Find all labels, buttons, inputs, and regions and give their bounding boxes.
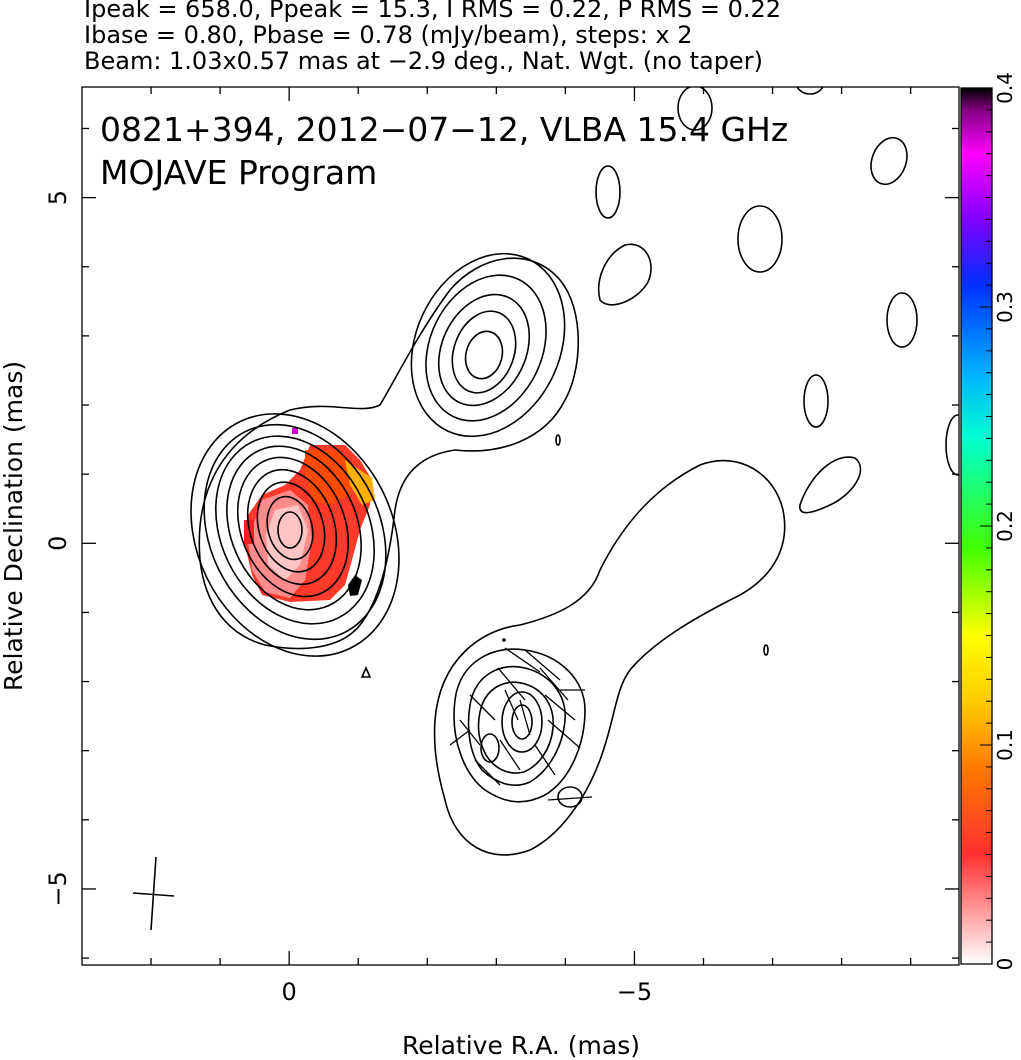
southern-envelope xyxy=(433,459,786,856)
plot-frame xyxy=(81,86,960,966)
colorbar-ticks: 0 0.1 0.2 0.3 0.4 xyxy=(980,72,1017,970)
header-line-3: Beam: 1.03x0.57 mas at −2.9 deg., Nat. W… xyxy=(84,47,763,75)
axis-ticks xyxy=(82,87,959,965)
evpa-sticks xyxy=(449,647,593,801)
core-contours xyxy=(190,413,400,657)
x-tick-label: 0 xyxy=(282,978,297,1006)
x-axis-label: Relative R.A. (mas) xyxy=(402,1031,640,1060)
noise-contours xyxy=(360,87,959,678)
colorbar-tick-label: 0.4 xyxy=(993,72,1017,104)
x-tick-label: −5 xyxy=(617,978,652,1006)
colorbar-tick-label: 0 xyxy=(993,958,1017,971)
colorbar-tick-label: 0.3 xyxy=(993,291,1017,323)
plot-title-line-1: 0821+394, 2012−07−12, VLBA 15.4 GHz xyxy=(100,110,788,149)
jet-knot-contours xyxy=(410,252,566,438)
beam-cross xyxy=(132,856,175,931)
axis-tick-labels: 0 −5 5 0 −5 xyxy=(44,190,652,1006)
y-tick-label: −5 xyxy=(44,871,72,906)
plot-title-line-2: MOJAVE Program xyxy=(100,153,377,192)
y-tick-label: 0 xyxy=(44,536,72,551)
colorbar-tick-label: 0.1 xyxy=(993,729,1017,761)
y-axis-label: Relative Declination (mas) xyxy=(0,361,28,691)
header-line-2: Ibase = 0.80, Pbase = 0.78 (mJy/beam), s… xyxy=(84,21,693,49)
colorbar-tick-label: 0.2 xyxy=(993,510,1017,542)
header-line-1: Ipeak = 658.0, Ppeak = 15.3, I RMS = 0.2… xyxy=(84,0,782,23)
contour-map xyxy=(132,87,959,931)
outer-envelope xyxy=(198,257,580,650)
y-tick-label: 5 xyxy=(44,190,72,205)
southern-component-contours xyxy=(453,648,586,808)
